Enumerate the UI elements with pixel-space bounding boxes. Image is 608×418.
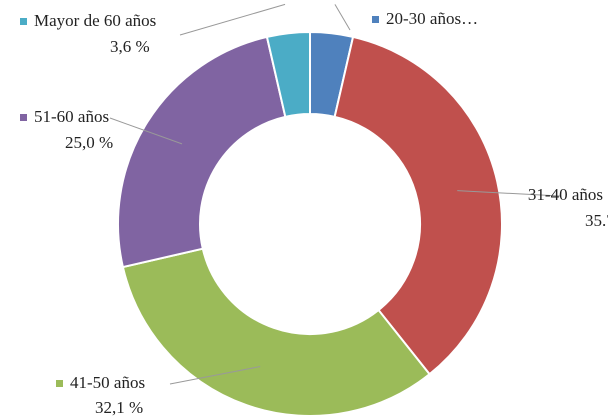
legend-marker: [20, 18, 27, 25]
donut-segment: [121, 247, 431, 417]
donut-segment: [117, 35, 287, 269]
leader-line: [457, 190, 561, 197]
leader-line: [169, 366, 261, 385]
value-label: 25,0 %: [65, 133, 113, 152]
donut-segment: [333, 35, 503, 376]
value-label: 32,1 %: [95, 398, 143, 417]
leader-line: [334, 4, 351, 31]
value-label: 3,6 %: [110, 37, 150, 56]
legend-marker: [372, 16, 379, 23]
category-label: 41-50 años: [70, 373, 145, 392]
value-label: 35.7 %: [585, 211, 608, 230]
legend-marker: [56, 380, 63, 387]
leader-line: [109, 117, 183, 145]
leader-line: [179, 3, 286, 36]
category-label: 20-30 años…: [386, 9, 478, 28]
category-label: 31-40 años: [528, 185, 603, 204]
donut-segment: [265, 30, 311, 119]
category-label: Mayor de 60 años: [34, 11, 156, 30]
category-label: 51-60 años: [34, 107, 109, 126]
legend-marker: [20, 114, 27, 121]
